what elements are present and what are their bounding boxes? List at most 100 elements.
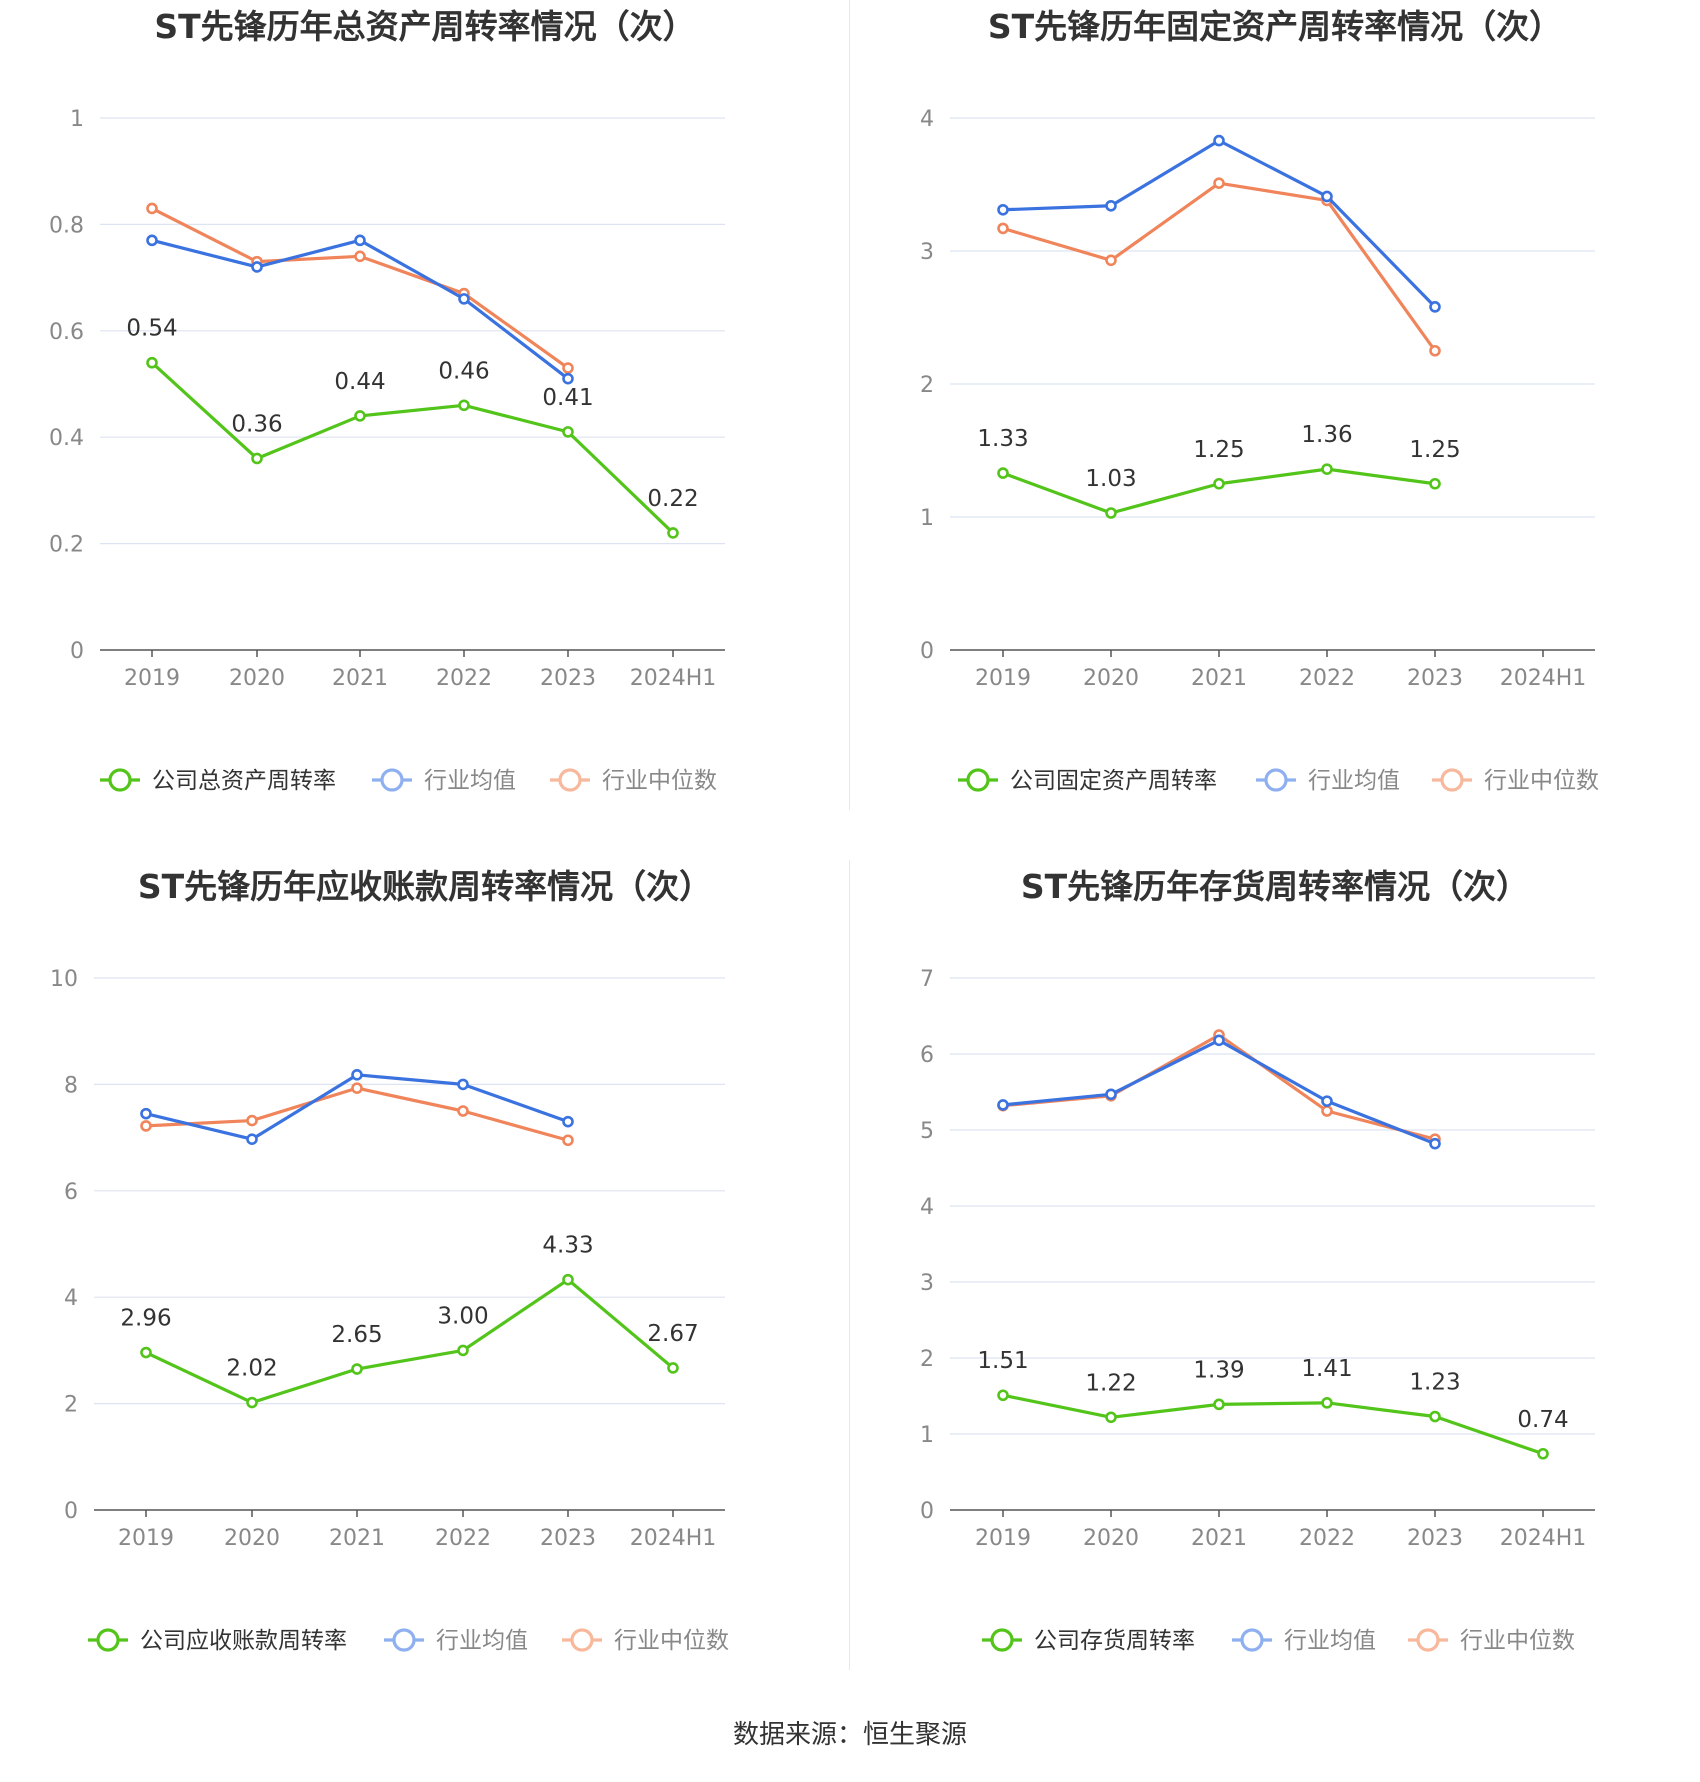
y-tick-label: 0 [64, 1499, 78, 1524]
data-point-avg [1213, 134, 1225, 147]
y-tick-label: 2 [64, 1393, 78, 1418]
legend-marker [558, 768, 582, 792]
legend-item-median: 行业中位数 [550, 768, 717, 794]
data-point-avg [354, 234, 366, 247]
data-point-company [667, 527, 679, 539]
data-label: 1.39 [1193, 1357, 1244, 1383]
legend-item-company: 公司存货周转率 [982, 1628, 1195, 1654]
y-tick-label: 2 [920, 373, 934, 398]
y-tick-label: 1 [920, 506, 934, 531]
y-tick-label: 0.8 [49, 213, 84, 238]
data-point-avg [1105, 1088, 1117, 1101]
data-label: 3.00 [437, 1303, 488, 1329]
x-tick-label: 2023 [1407, 666, 1463, 691]
chart-svg: ST先锋历年存货周转率情况（次） 0 1 2 3 4 5 6 7 2019 2020 2021 2022… [920, 867, 1595, 1654]
x-tick-label: 2021 [1191, 1526, 1247, 1551]
y-tick-label: 4 [920, 107, 934, 132]
series-line-avg [1002, 139, 1437, 308]
data-point-company [1213, 1398, 1225, 1411]
y-tick-label: 4 [64, 1286, 78, 1311]
data-point-avg [562, 1115, 574, 1128]
y-tick-label: 6 [920, 1043, 934, 1068]
legend-item-company: 公司固定资产周转率 [958, 768, 1217, 794]
data-label: 1.22 [1085, 1370, 1136, 1396]
x-tick-label: 2021 [332, 666, 388, 691]
series-line-company [150, 361, 675, 535]
data-label: 0.54 [126, 316, 177, 342]
data-point-avg [457, 1078, 469, 1091]
data-point-avg [997, 203, 1009, 216]
y-tick-label: 8 [64, 1073, 78, 1098]
legend-marker [380, 768, 404, 792]
y-tick-label: 3 [920, 1271, 934, 1296]
receivables-turnover-chart: ST先锋历年应收账款周转率情况（次） 0 2 4 6 8 10 2019 2020 2021 202… [0, 860, 850, 1720]
data-point-company [354, 410, 366, 422]
data-point-company [246, 1396, 258, 1409]
data-label: 0.46 [438, 358, 489, 384]
data-label: 1.23 [1409, 1370, 1460, 1396]
x-tick-label: 2019 [124, 666, 180, 691]
y-tick-label: 6 [64, 1180, 78, 1205]
data-point-company [1105, 1411, 1117, 1424]
legend-item-avg: 行业均值 [1256, 768, 1400, 794]
series-line-median [151, 207, 569, 370]
data-label: 0.74 [1517, 1407, 1568, 1433]
y-tick-label: 1 [920, 1423, 934, 1448]
x-tick-label: 2022 [1299, 1526, 1355, 1551]
y-tick-label: 1 [70, 107, 84, 132]
data-point-company [1429, 1410, 1441, 1423]
data-label: 1.25 [1409, 437, 1460, 463]
data-point-avg [246, 1133, 258, 1145]
x-tick-label: 2021 [1191, 666, 1247, 691]
data-point-avg [146, 234, 158, 247]
legend-item-avg: 行业均值 [384, 1628, 528, 1654]
series-line-avg [1002, 1038, 1436, 1146]
data-point-avg [458, 293, 470, 305]
data-point-company [140, 1346, 152, 1359]
data-point-median [457, 1105, 469, 1117]
data-label: 1.51 [977, 1348, 1028, 1374]
data-label: 1.25 [1193, 437, 1244, 463]
data-label: 0.36 [231, 411, 282, 437]
y-tick-label: 0 [920, 639, 934, 664]
chart-svg: ST先锋历年总资产周转率情况（次） 0 0.2 0.4 0.6 0.8 1 2019 2020 2… [49, 7, 725, 794]
x-tick-label: 2019 [975, 1526, 1031, 1551]
legend-item-median: 行业中位数 [1432, 768, 1599, 794]
data-label: 0.44 [334, 369, 385, 395]
x-tick-label: 2020 [1083, 1526, 1139, 1551]
legend-item-median: 行业中位数 [562, 1628, 729, 1654]
y-tick-label: 5 [920, 1119, 934, 1144]
legend-label: 行业均值 [1308, 768, 1400, 794]
data-point-company [146, 356, 158, 369]
legend-item-avg: 行业均值 [372, 768, 516, 794]
legend-item-company: 公司应收账款周转率 [88, 1628, 347, 1654]
x-tick-label: 2023 [1407, 1526, 1463, 1551]
data-label: 1.03 [1085, 466, 1136, 492]
y-tick-label: 7 [920, 967, 934, 992]
data-point-median [562, 1134, 574, 1147]
series-line-company [1002, 1393, 1544, 1456]
data-point-median [1429, 344, 1441, 357]
data-point-median [1213, 177, 1225, 189]
y-tick-label: 0 [920, 1499, 934, 1524]
data-label: 1.41 [1301, 1356, 1352, 1382]
legend-label: 行业中位数 [602, 768, 717, 794]
data-label: 2.02 [226, 1356, 277, 1382]
legend-label: 行业均值 [436, 1628, 528, 1654]
legend-marker [1240, 1628, 1264, 1652]
data-label: 4.33 [542, 1233, 593, 1259]
legend-label: 行业中位数 [1460, 1628, 1575, 1654]
data-point-avg [562, 372, 574, 385]
y-tick-label: 0.4 [49, 426, 84, 451]
chart-title: ST先锋历年存货周转率情况（次） [1021, 867, 1529, 906]
data-label: 1.36 [1301, 422, 1352, 448]
data-point-company [457, 1344, 469, 1357]
data-point-company [1321, 463, 1333, 475]
data-label: 2.96 [120, 1306, 171, 1332]
series-line-median [1002, 1033, 1436, 1141]
data-point-company [1537, 1447, 1549, 1460]
y-tick-label: 0.6 [49, 320, 84, 345]
data-point-median [146, 202, 158, 215]
x-tick-label: 2024H1 [630, 666, 717, 691]
data-label: 0.41 [542, 385, 593, 411]
